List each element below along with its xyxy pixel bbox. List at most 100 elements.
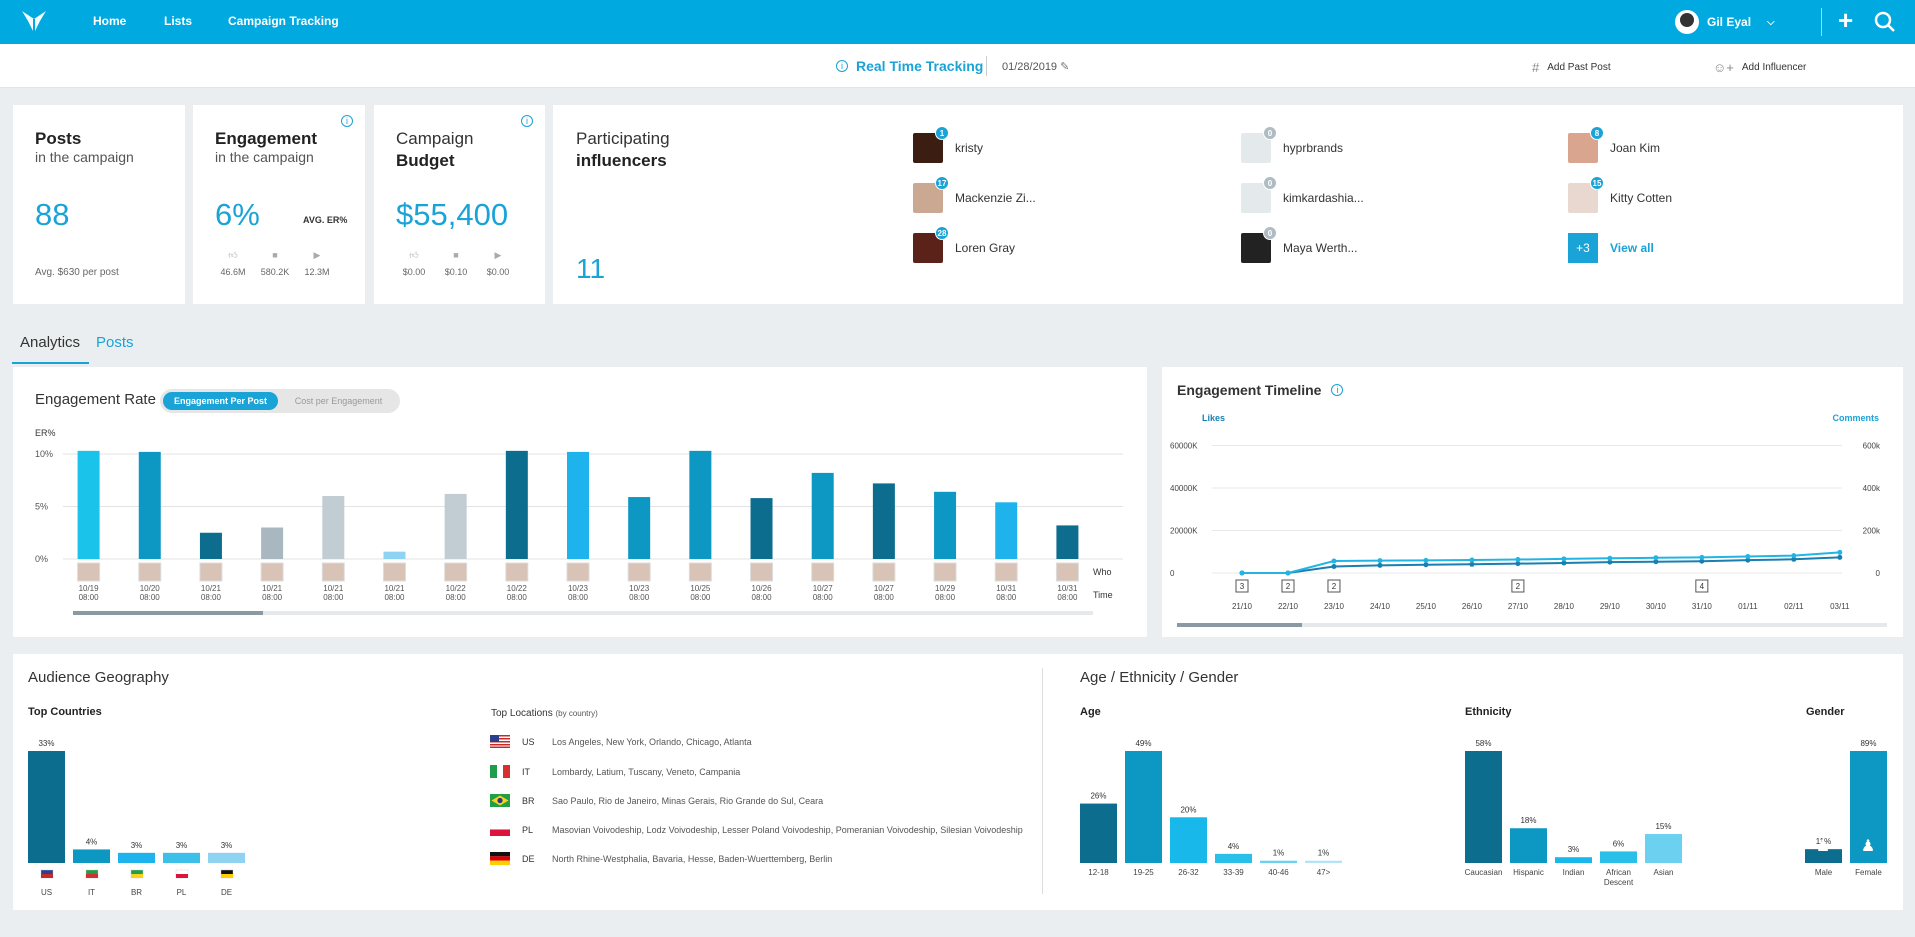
- us-flag-icon: [490, 735, 510, 748]
- post-thumbnail: [566, 562, 590, 582]
- budget-title: Budget: [396, 151, 455, 170]
- bar-value-label: 26%: [1090, 792, 1106, 801]
- nav-home[interactable]: Home: [93, 14, 127, 28]
- top-nav: Home Lists Campaign Tracking Gil Eyal ⌵ …: [0, 0, 1915, 44]
- toggle-engagement-per-post[interactable]: Engagement Per Post: [163, 392, 278, 410]
- x-tick-label: 10/22: [507, 584, 528, 593]
- add-icon[interactable]: +: [1838, 5, 1854, 35]
- scrollbar-thumb: [1177, 623, 1302, 627]
- who-label: Who: [1093, 567, 1112, 577]
- user-menu[interactable]: Gil Eyal ⌵: [1675, 10, 1775, 34]
- info-icon[interactable]: i: [1331, 384, 1344, 396]
- view-all-link[interactable]: View all: [1610, 241, 1654, 255]
- location-list: Los Angeles, New York, Orlando, Chicago,…: [552, 736, 752, 747]
- campaign-date[interactable]: 01/28/2019 ✎: [1002, 60, 1069, 73]
- series-point: [1607, 559, 1613, 565]
- bar: [1555, 857, 1592, 863]
- age-label: Age: [1080, 706, 1101, 718]
- nav-lists[interactable]: Lists: [164, 14, 193, 28]
- country-code: DE: [522, 853, 535, 864]
- series-point: [1331, 558, 1337, 564]
- bar-value-label: 4%: [86, 837, 98, 846]
- location-list: Sao Paulo, Rio de Janeiro, Minas Gerais,…: [552, 795, 824, 806]
- info-icon[interactable]: i: [836, 60, 848, 72]
- bar-value-label: 15%: [1655, 822, 1671, 831]
- x-tick-label: 26-32: [1178, 868, 1199, 877]
- flag-icon-stripe: [41, 874, 53, 878]
- view-all-influencers[interactable]: +3 View all: [1568, 233, 1654, 263]
- bar: [1850, 751, 1887, 863]
- location-row: BR Sao Paulo, Rio de Janeiro, Minas Gera…: [490, 794, 823, 807]
- pencil-icon[interactable]: ✎: [1060, 61, 1070, 73]
- x-tick-label: 10/26: [752, 584, 773, 593]
- subheader-title: Real Time Tracking: [856, 58, 984, 74]
- comments-total: 580.2K: [260, 267, 290, 277]
- comment-icon: ■: [453, 250, 459, 260]
- influencer-item[interactable]: 0 hyprbrands: [1241, 126, 1344, 163]
- bar: [77, 450, 100, 559]
- series-point: [1837, 554, 1843, 560]
- info-icon[interactable]: i: [341, 115, 353, 127]
- audience-panel: [13, 654, 1903, 910]
- influencer-name: kimkardashia...: [1283, 191, 1364, 205]
- post-count-badge: 1: [935, 126, 949, 140]
- influencer-name: hyprbrands: [1283, 141, 1344, 155]
- nav-campaign-tracking[interactable]: Campaign Tracking: [228, 14, 339, 28]
- post-thumbnail: [872, 562, 896, 582]
- app-logo-icon[interactable]: [20, 9, 48, 35]
- x-tick-label: 10/21: [262, 584, 283, 593]
- influencer-item[interactable]: 8 Joan Kim: [1568, 126, 1661, 163]
- country-code: PL: [522, 824, 534, 835]
- tab-posts[interactable]: Posts: [96, 334, 134, 351]
- x-tick-label: 03/11: [1830, 602, 1850, 611]
- play-icon: ▶: [313, 250, 321, 260]
- influencer-item[interactable]: 17 Mackenzie Zi...: [913, 176, 1036, 213]
- series-point: [1699, 558, 1705, 564]
- post-thumbnail: [77, 562, 101, 582]
- more-influencers-count[interactable]: +3: [1568, 233, 1598, 263]
- tab-analytics[interactable]: Analytics: [20, 334, 81, 351]
- series-point: [1285, 570, 1291, 576]
- x-tick-label: 10/21: [201, 584, 222, 593]
- flag-icon-stripe: [131, 874, 143, 878]
- series-point: [1377, 562, 1383, 568]
- add-influencer-button[interactable]: ☺+ Add Influencer: [1713, 60, 1806, 75]
- influencer-item[interactable]: 0 kimkardashia...: [1241, 176, 1364, 213]
- flag-icon-stripe: [86, 874, 98, 878]
- series-line: [1242, 551, 1840, 574]
- demographics-title: Age / Ethnicity / Gender: [1080, 669, 1239, 686]
- toggle-cost-per-engagement[interactable]: Cost per Engagement: [294, 396, 383, 406]
- info-icon[interactable]: i: [521, 115, 533, 127]
- avatar: 0: [1241, 226, 1277, 263]
- post-count-box: [1235, 579, 1249, 593]
- influencer-item[interactable]: 15 Kitty Cotten: [1568, 176, 1672, 213]
- bar-value-label: 3%: [1568, 845, 1580, 854]
- search-icon[interactable]: [1873, 10, 1897, 34]
- x-tick-label: 10/31: [996, 584, 1017, 593]
- right-tick-label: 200k: [1863, 527, 1881, 536]
- bar: [1305, 860, 1342, 863]
- country-code: BR: [522, 795, 535, 806]
- metric-toggle[interactable]: Engagement Per Post Cost per Engagement: [160, 389, 400, 413]
- left-legend: Likes: [1202, 413, 1225, 423]
- avatar: 0: [1241, 126, 1277, 163]
- influencer-item[interactable]: 0 Maya Werth...: [1241, 226, 1357, 263]
- top-locations-label: Top Locations: [491, 708, 553, 719]
- influencer-name: Joan Kim: [1610, 141, 1661, 155]
- post-thumbnail: [933, 562, 957, 582]
- post-thumbnail: [688, 562, 712, 582]
- comment-icon: ■: [272, 250, 278, 260]
- series-point: [1331, 563, 1337, 569]
- post-thumbnail: [444, 562, 468, 582]
- like-icon: 👍︎: [409, 250, 419, 260]
- x-tick-label: 01/11: [1738, 602, 1758, 611]
- cost-per-view: $0.00: [486, 267, 510, 277]
- influencer-item[interactable]: 28 Loren Gray: [913, 226, 1015, 263]
- x-tick-label: 24/10: [1370, 602, 1391, 611]
- x-tick-label: 28/10: [1554, 602, 1575, 611]
- post-count-box: [1281, 579, 1295, 593]
- influencer-item[interactable]: 1 kristy: [913, 126, 983, 163]
- add-past-post-button[interactable]: # Add Past Post: [1532, 60, 1611, 75]
- ethnicity-label: Ethnicity: [1465, 706, 1512, 718]
- x-tick-label: 12-18: [1088, 868, 1109, 877]
